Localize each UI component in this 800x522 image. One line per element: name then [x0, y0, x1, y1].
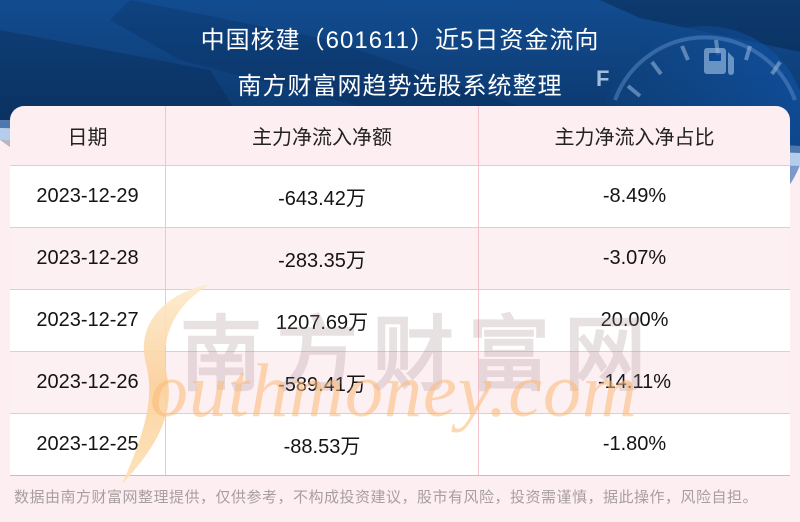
cell-ratio: -14.11%	[597, 371, 671, 393]
banner-titles: 中国核建（601611）近5日资金流向 南方财富网趋势选股系统整理	[0, 0, 800, 101]
table-row: 2023-12-28 -283.35万 -3.07%	[10, 228, 790, 290]
cell-date: 2023-12-27	[10, 290, 166, 351]
cell-amount: -283.35万	[166, 228, 479, 289]
fuel-pump-icon	[704, 48, 734, 75]
gauge-f-label: F	[596, 66, 609, 91]
table-header-row: 日期 主力净流入净额 主力净流入净占比	[10, 106, 790, 166]
cell-date: 2023-12-25	[10, 414, 166, 475]
table-row: 2023-12-25 -88.53万 -1.80%	[10, 414, 790, 475]
column-header-net-inflow-ratio: 主力净流入净占比	[554, 127, 715, 149]
column-header-net-inflow: 主力净流入净额	[166, 106, 479, 165]
fund-flow-table: 日期 主力净流入净额 主力净流入净占比 2023-12-29 -643.42万 …	[10, 106, 790, 476]
disclaimer-text: 数据由南方财富网整理提供，仅供参考，不构成投资建议，股市有风险，投资需谨慎，据此…	[14, 489, 759, 506]
cell-amount: -88.53万	[166, 414, 479, 475]
table-row: 2023-12-29 -643.42万 -8.49%	[10, 166, 790, 228]
cell-ratio: -3.07%	[602, 247, 667, 269]
cell-date: 2023-12-29	[10, 166, 166, 227]
table-row: 2023-12-26 -589.41万 -14.11%	[10, 352, 790, 414]
table-row: 2023-12-27 1207.69万 20.00%	[10, 290, 790, 352]
cell-amount: 1207.69万	[166, 290, 479, 351]
cell-date: 2023-12-28	[10, 228, 166, 289]
cell-ratio: -8.49%	[602, 185, 667, 207]
cell-ratio: -1.80%	[602, 433, 667, 455]
page-title: 中国核建（601611）近5日资金流向	[200, 27, 600, 54]
page-subtitle: 南方财富网趋势选股系统整理	[237, 73, 563, 100]
column-header-date: 日期	[10, 106, 166, 165]
cell-ratio: 20.00%	[600, 309, 669, 331]
cell-amount: -589.41万	[166, 352, 479, 413]
cell-amount: -643.42万	[166, 166, 479, 227]
cell-date: 2023-12-26	[10, 352, 166, 413]
